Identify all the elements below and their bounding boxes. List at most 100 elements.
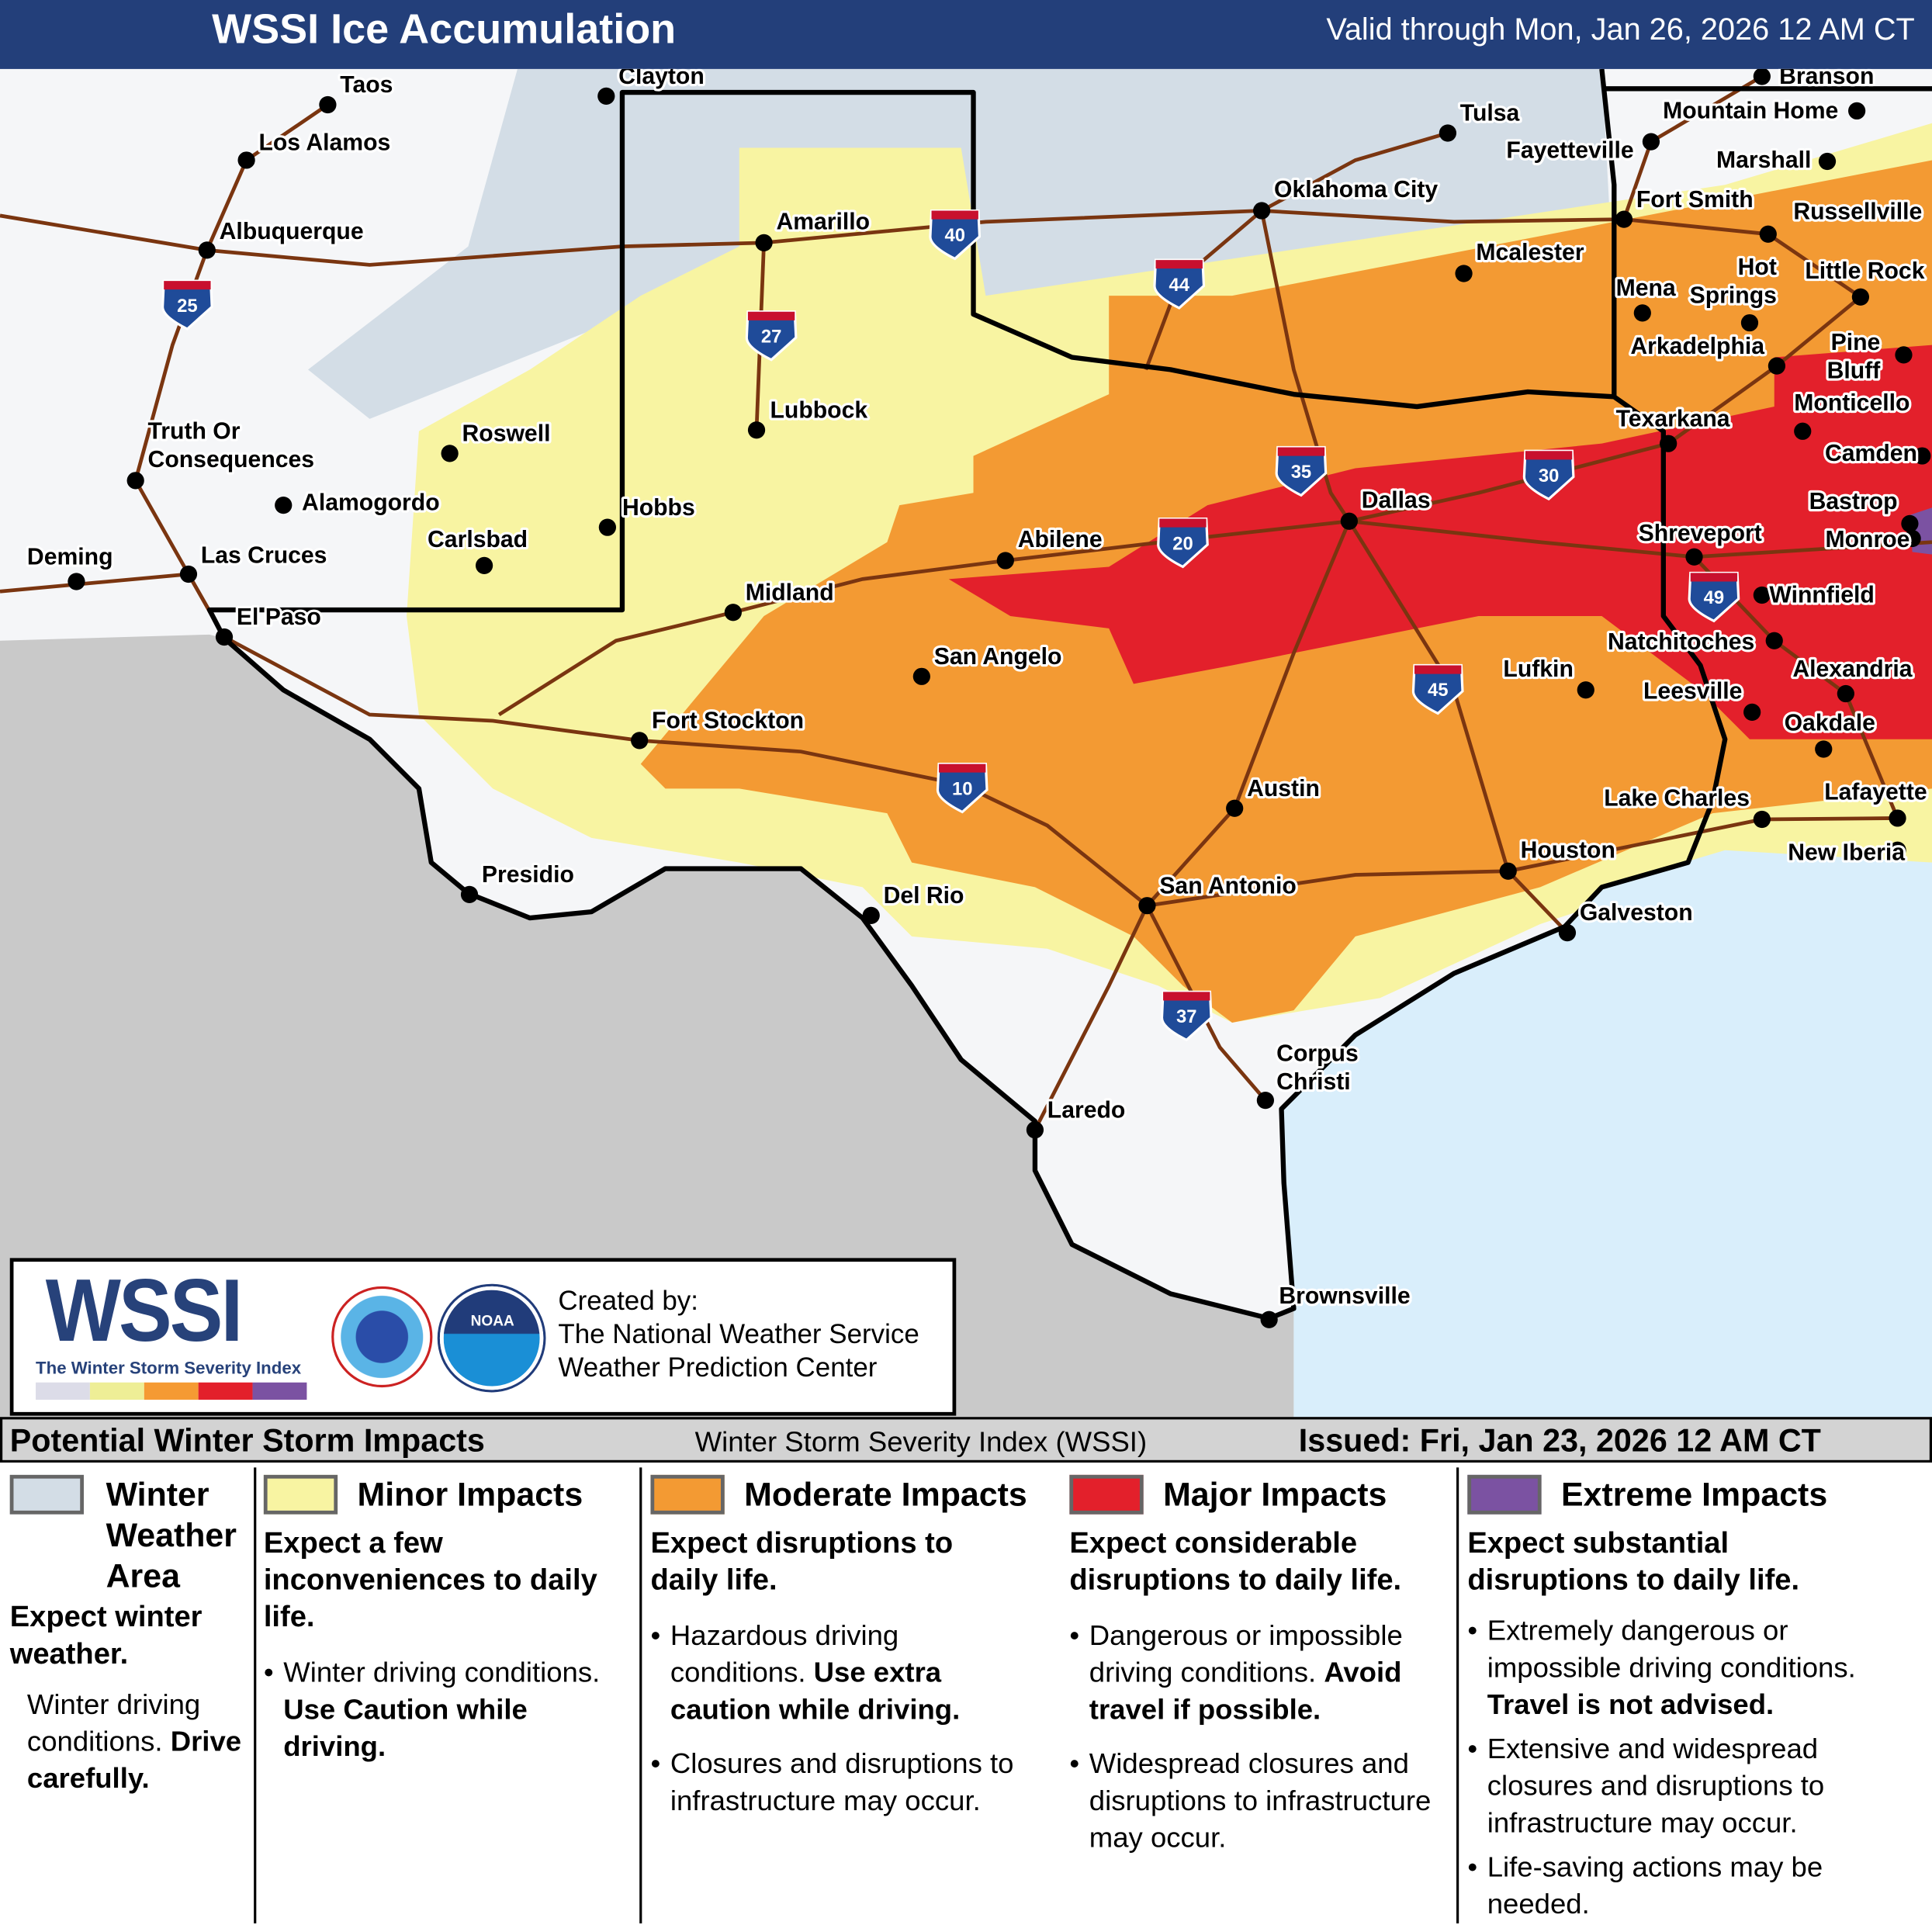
- city-marker: Little Rock: [1802, 256, 1927, 306]
- highway-line: [497, 519, 1932, 717]
- major-swatch: [1069, 1474, 1144, 1515]
- city-label: Shreveport: [1639, 521, 1762, 546]
- map: 25 40 27 44 35 30 20 49 45 10 37 Taos Clayton Los Al…: [0, 68, 1932, 1418]
- city-dot-icon: [1903, 529, 1921, 548]
- city-marker: Bastrop: [1806, 486, 1919, 533]
- city-dot-icon: [1743, 703, 1761, 721]
- city-marker: Leesville: [1641, 676, 1761, 721]
- divider: [1456, 1467, 1459, 1923]
- city-dot-icon: [460, 885, 479, 904]
- city-marker: Fort Smith: [1615, 185, 1756, 228]
- city-label: Mountain Home: [1663, 98, 1838, 123]
- legend-winter: Winter Weather Area Expect winter weathe…: [9, 1463, 251, 1796]
- winter-title: Winter Weather Area: [106, 1475, 237, 1597]
- divider: [639, 1467, 642, 1923]
- city-label: Carlsbad: [428, 527, 528, 552]
- city-marker: Brownsville: [1260, 1281, 1413, 1328]
- city-marker: Alamogordo: [275, 487, 442, 518]
- interstate-shield-icon: 40: [929, 209, 982, 261]
- city-marker: Winnfield: [1753, 580, 1877, 611]
- city-marker: Russellville: [1759, 196, 1924, 243]
- city-marker: Fort Stockton: [631, 705, 806, 750]
- city-marker: Monticello: [1792, 388, 1913, 440]
- city-marker: Amarillo: [755, 206, 872, 251]
- org-nws: The National Weather Service: [558, 1318, 919, 1349]
- city-label: Branson: [1779, 69, 1874, 89]
- city-dot-icon: [631, 732, 649, 750]
- city-dot-icon: [215, 628, 234, 646]
- city-marker: Midland: [724, 577, 836, 621]
- city-dot-icon: [1753, 810, 1771, 829]
- city-label: Mena: [1616, 275, 1676, 301]
- interstate-shield-icon: 20: [1157, 517, 1209, 569]
- city-marker: Clayton: [597, 69, 707, 105]
- extreme-title: Extreme Impacts: [1561, 1476, 1828, 1514]
- winter-desc-text: Winter driving conditions.: [26, 1688, 201, 1757]
- city-label: Fort Stockton: [652, 708, 804, 734]
- city-label: Galveston: [1580, 900, 1693, 926]
- city-marker: Corpus Christi: [1256, 1038, 1361, 1110]
- city-dot-icon: [1660, 435, 1678, 452]
- major-title: Major Impacts: [1163, 1476, 1387, 1514]
- city-marker: Lubbock: [747, 395, 871, 439]
- city-dot-icon: [1818, 152, 1837, 171]
- legend-major: Major Impacts Expect considerable disrup…: [1069, 1463, 1453, 1856]
- city-dot-icon: [1815, 740, 1833, 758]
- city-marker: Mcalester: [1455, 237, 1587, 282]
- moderate-swatch: [650, 1474, 725, 1515]
- city-label: Russellville: [1793, 199, 1922, 225]
- legend-header: Potential Winter Storm Impacts Winter St…: [0, 1417, 1932, 1463]
- city-label: Fort Smith: [1636, 187, 1754, 213]
- highway-line: [1347, 520, 1569, 934]
- city-marker: Galveston: [1558, 898, 1695, 942]
- city-dot-icon: [597, 87, 615, 105]
- city-dot-icon: [1256, 1091, 1275, 1110]
- city-dot-icon: [1901, 514, 1919, 533]
- city-dot-icon: [747, 421, 766, 439]
- city-marker: Truth Or Consequences: [126, 416, 317, 490]
- city-marker: New Iberia: [1785, 837, 1907, 867]
- city-dot-icon: [1685, 548, 1703, 566]
- interstate-shield-icon: 35: [1275, 445, 1328, 497]
- city-dot-icon: [1759, 225, 1777, 243]
- city-label: Brownsville: [1279, 1283, 1410, 1309]
- city-label: Presidio: [482, 862, 574, 888]
- moderate-bullet-2: Closures and disruptions to infrastructu…: [650, 1745, 1040, 1819]
- org-wpc: Weather Prediction Center: [558, 1352, 878, 1383]
- mexico-area: [0, 634, 1294, 1418]
- city-label: Hobbs: [622, 495, 695, 521]
- city-label: Pine: [1831, 330, 1881, 355]
- city-label: Bluff: [1827, 358, 1882, 384]
- city-dot-icon: [755, 234, 773, 251]
- city-marker: Abilene: [996, 525, 1105, 570]
- city-label: Dallas: [1362, 487, 1431, 513]
- city-marker: Lake Charles: [1601, 783, 1771, 829]
- major-bullet-bold: Avoid travel if possible.: [1089, 1656, 1402, 1726]
- city-dot-icon: [1794, 422, 1812, 440]
- moderate-bullet-bold: Use extra caution while driving.: [670, 1656, 961, 1726]
- extreme-expect: Expect substantial disruptions to daily …: [1467, 1526, 1800, 1598]
- city-marker: Pine Bluff: [1824, 327, 1913, 386]
- legend-extreme: Extreme Impacts Expect substantial disru…: [1467, 1463, 1926, 1922]
- city-marker: Shreveport: [1636, 518, 1764, 566]
- city-label: Deming: [27, 544, 113, 570]
- city-label: San Antonio: [1159, 873, 1296, 898]
- city-label: Midland: [746, 580, 834, 605]
- highway-line: [0, 572, 1898, 908]
- created-by-label: Created by:: [558, 1285, 698, 1316]
- highway-line: [1033, 210, 1352, 1131]
- wssi-logo-subtitle: The Winter Storm Severity Index: [36, 1357, 302, 1378]
- interstate-number: 40: [944, 225, 965, 246]
- city-marker: Lufkin: [1501, 654, 1594, 699]
- interstate-number: 25: [177, 296, 197, 317]
- city-marker: Carlsbad: [425, 525, 530, 575]
- city-label: Amarillo: [776, 209, 870, 234]
- city-dot-icon: [126, 472, 144, 490]
- moderate-bullet-1: Hazardous driving conditions. Use extra …: [650, 1616, 1027, 1727]
- city-label: Monticello: [1794, 390, 1909, 416]
- city-dot-icon: [1768, 357, 1786, 375]
- map-title: WSSI Ice Accumulation: [212, 5, 677, 54]
- city-dot-icon: [1753, 586, 1771, 604]
- gulf-water: [1281, 850, 1932, 1418]
- highway-line: [1260, 131, 1449, 213]
